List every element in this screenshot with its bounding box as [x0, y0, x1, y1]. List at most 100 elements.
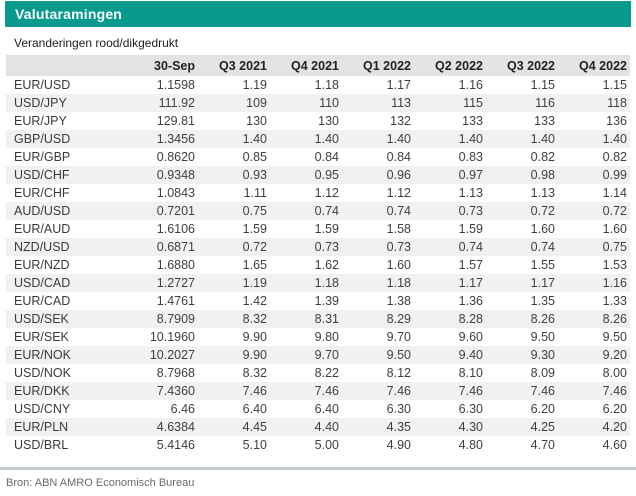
- forecast-value: 9.30: [530, 348, 555, 362]
- forecast-value: 9.50: [602, 330, 627, 344]
- table-row: EUR/CHF 1.0843 1.11 1.12 1.12 1.13 1.13 1.14: [6, 184, 630, 202]
- table-row: USD/CNY 6.46 6.40 6.40 6.30 6.30 6.20 6.20: [6, 400, 630, 418]
- forecast-value: 9.20: [602, 348, 627, 362]
- forecast-value: 1.4761: [156, 294, 195, 308]
- column-header: Q3 2022: [486, 55, 558, 76]
- forecast-value: 1.6106: [156, 222, 195, 236]
- forecast-value: 109: [246, 96, 267, 110]
- forecast-value: 0.72: [530, 204, 555, 218]
- forecast-value: 1.36: [458, 294, 483, 308]
- currency-pair-label: EUR/PLN: [14, 420, 69, 434]
- forecast-value: 0.75: [242, 204, 267, 218]
- forecast-value: 133: [534, 114, 555, 128]
- forecast-value: 1.59: [314, 222, 339, 236]
- currency-pair-label: EUR/SEK: [14, 330, 69, 344]
- forecast-value: 9.70: [314, 348, 339, 362]
- forecast-value: 0.75: [602, 240, 627, 254]
- forecast-value: 1.17: [530, 276, 555, 290]
- forecast-value: 8.10: [458, 366, 483, 380]
- forecast-value: 8.22: [314, 366, 339, 380]
- currency-pair-label: USD/JPY: [14, 96, 67, 110]
- forecast-value: 9.60: [458, 330, 483, 344]
- currency-pair-label: USD/NOK: [14, 366, 71, 380]
- forecast-value: 1.40: [314, 132, 339, 146]
- forecast-value: 113: [391, 96, 411, 110]
- forecast-value: 0.74: [314, 204, 339, 218]
- table-row: EUR/NZD 1.6880 1.65 1.62 1.60 1.57 1.55 1.53: [6, 256, 630, 274]
- table-row: EUR/GBP 0.8620 0.85 0.84 0.84 0.83 0.82 0.82: [6, 148, 630, 166]
- forecast-value: 1.65: [242, 258, 267, 272]
- forecast-value: 4.45: [242, 420, 267, 434]
- table-row: EUR/AUD 1.6106 1.59 1.59 1.58 1.59 1.60 1.60: [6, 220, 630, 238]
- forecast-value: 4.35: [386, 420, 411, 434]
- table-row: USD/CAD 1.2727 1.19 1.18 1.18 1.17 1.17 1.16: [6, 274, 630, 292]
- forecast-value: 4.25: [530, 420, 555, 434]
- table-row: GBP/USD 1.3456 1.40 1.40 1.40 1.40 1.40 1.40: [6, 130, 630, 148]
- forecast-value: 9.90: [242, 330, 267, 344]
- forecast-value: 4.90: [386, 438, 411, 452]
- forecast-value: 8.7909: [156, 312, 195, 326]
- forecast-value: 132: [390, 114, 411, 128]
- forecast-value: 1.13: [530, 186, 555, 200]
- forecast-value: 1.2727: [156, 276, 195, 290]
- forecast-value: 0.6871: [156, 240, 195, 254]
- forecast-value: 0.83: [458, 150, 483, 164]
- column-header-empty: [6, 55, 126, 76]
- forecast-value: 1.59: [242, 222, 267, 236]
- forecast-value: 1.33: [602, 294, 627, 308]
- currency-pair-label: USD/BRL: [14, 438, 69, 452]
- forecast-value: 1.0843: [156, 186, 195, 200]
- currency-pair-label: GBP/USD: [14, 132, 71, 146]
- forecast-value: 0.72: [242, 240, 267, 254]
- forecast-value: 1.13: [458, 186, 483, 200]
- forecast-value: 1.57: [458, 258, 483, 272]
- forecast-value: 0.82: [602, 150, 627, 164]
- forecast-value: 4.60: [602, 438, 627, 452]
- forecast-value: 1.60: [602, 222, 627, 236]
- forecast-value: 0.84: [314, 150, 339, 164]
- forecast-value: 8.00: [602, 366, 627, 380]
- forecast-value: 7.46: [530, 384, 555, 398]
- forecast-value: 4.70: [530, 438, 555, 452]
- forecast-value: 1.3456: [156, 132, 195, 146]
- forecast-value: 5.00: [314, 438, 339, 452]
- forecast-value: 1.15: [602, 78, 627, 92]
- forecast-value: 1.59: [458, 222, 483, 236]
- title-bar: Valutaramingen: [5, 1, 631, 27]
- forecast-value: 10.2027: [149, 348, 195, 362]
- table-row: USD/CHF 0.9348 0.93 0.95 0.96 0.97 0.98 0.99: [6, 166, 630, 184]
- column-header: Q3 2021: [198, 55, 270, 76]
- forecast-value: 7.46: [602, 384, 627, 398]
- forecast-value: 1.60: [386, 258, 411, 272]
- table-row: AUD/USD 0.7201 0.75 0.74 0.74 0.73 0.72 0.72: [6, 202, 630, 220]
- currency-pair-label: EUR/USD: [14, 78, 71, 92]
- forecast-value: 9.70: [386, 330, 411, 344]
- forecast-value: 1.19: [242, 276, 267, 290]
- forecast-value: 1.12: [386, 186, 411, 200]
- forecast-value: 0.99: [602, 168, 627, 182]
- currency-pair-label: EUR/GBP: [14, 150, 71, 164]
- forecast-value: 0.95: [314, 168, 339, 182]
- table-row: USD/SEK 8.7909 8.32 8.31 8.29 8.28 8.26 8.26: [6, 310, 630, 328]
- forecast-value: 1.19: [242, 78, 267, 92]
- forecast-value: 8.32: [242, 366, 267, 380]
- forecast-value: 118: [607, 96, 627, 110]
- table-row: EUR/PLN 4.6384 4.45 4.40 4.35 4.30 4.25 4.20: [6, 418, 630, 436]
- forecast-value: 9.80: [314, 330, 339, 344]
- forecast-value: 1.16: [602, 276, 627, 290]
- table-header: 30-Sep Q3 2021 Q4 2021 Q1 2022 Q2 2022 Q3 202…: [6, 55, 630, 76]
- currency-pair-label: AUD/USD: [14, 204, 71, 218]
- forecast-value: 8.09: [530, 366, 555, 380]
- forecast-value: 6.20: [530, 402, 555, 416]
- forecast-value: 1.14: [602, 186, 627, 200]
- forecast-value: 0.97: [458, 168, 483, 182]
- forecast-value: 4.80: [458, 438, 483, 452]
- forecast-value: 130: [318, 114, 339, 128]
- forecast-value: 1.40: [458, 132, 483, 146]
- forecast-value: 4.40: [314, 420, 339, 434]
- forecast-value: 1.35: [530, 294, 555, 308]
- forecast-value: 6.46: [170, 402, 195, 416]
- forecast-value: 9.40: [458, 348, 483, 362]
- forecast-value: 136: [606, 114, 627, 128]
